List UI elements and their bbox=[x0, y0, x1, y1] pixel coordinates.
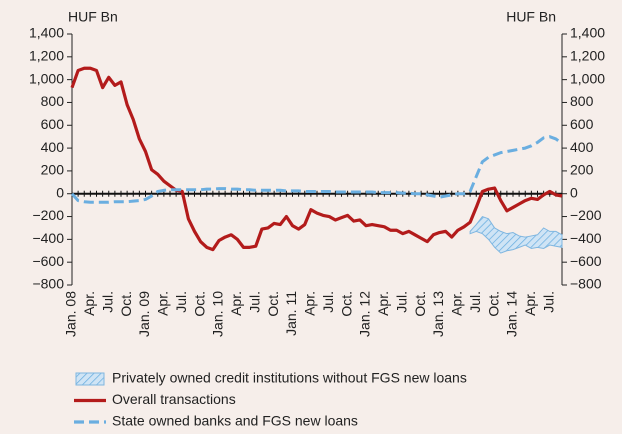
series-line bbox=[70, 66, 563, 252]
x-tick-label: Jan. 12 bbox=[357, 291, 373, 337]
y-tick-label: −800 bbox=[32, 276, 64, 292]
y2-tick-label: 1,200 bbox=[570, 48, 605, 64]
y2-tick-label: 0 bbox=[570, 184, 578, 200]
x-tick-label: Jul. bbox=[173, 291, 189, 313]
x-tick-label: Jul. bbox=[246, 291, 262, 313]
x-tick-label: Apr. bbox=[522, 291, 538, 316]
x-tick-label: Oct. bbox=[118, 291, 134, 317]
legend-label: Overall transactions bbox=[112, 391, 236, 407]
y2-tick-label: 800 bbox=[570, 93, 594, 109]
legend-swatch bbox=[75, 372, 105, 386]
y2-tick-label: −200 bbox=[570, 207, 602, 223]
y-tick-label: −400 bbox=[32, 230, 64, 246]
x-tick-label: Jul. bbox=[320, 291, 336, 313]
y-unit-label: HUF Bn bbox=[68, 9, 118, 25]
y2-tick-label: −800 bbox=[570, 276, 602, 292]
y-tick-label: 0 bbox=[56, 184, 64, 200]
x-tick-label: Oct. bbox=[485, 291, 501, 317]
x-tick-label: Jul. bbox=[393, 291, 409, 313]
x-tick-label: Jan. 08 bbox=[63, 291, 79, 337]
y2-tick-label: 400 bbox=[570, 139, 594, 155]
x-tick-label: Oct. bbox=[338, 291, 354, 317]
x-tick-label: Apr. bbox=[81, 291, 97, 316]
x-tick-label: Jan. 10 bbox=[210, 291, 226, 337]
y-tick-label: 200 bbox=[41, 162, 65, 178]
y-tick-label: 1,400 bbox=[29, 25, 64, 41]
band-area bbox=[469, 215, 563, 254]
x-tick-label: Jan. 14 bbox=[504, 291, 520, 337]
legend-label: Privately owned credit institutions with… bbox=[112, 370, 467, 386]
y2-tick-label: 1,400 bbox=[570, 25, 605, 41]
x-tick-label: Oct. bbox=[412, 291, 428, 317]
x-tick-label: Apr. bbox=[302, 291, 318, 316]
x-tick-label: Apr. bbox=[449, 291, 465, 316]
x-tick-label: Apr. bbox=[375, 291, 391, 316]
y2-tick-label: 600 bbox=[570, 116, 594, 132]
x-tick-label: Jan. 13 bbox=[430, 291, 446, 337]
y-tick-label: 600 bbox=[41, 116, 65, 132]
y2-tick-label: 200 bbox=[570, 162, 594, 178]
y2-tick-label: 1,000 bbox=[570, 70, 605, 86]
x-tick-label: Jul. bbox=[540, 291, 556, 313]
y-tick-label: 1,000 bbox=[29, 70, 64, 86]
x-tick-label: Apr. bbox=[155, 291, 171, 316]
x-tick-label: Jul. bbox=[99, 291, 115, 313]
x-tick-label: Jan. 09 bbox=[136, 291, 152, 337]
x-tick-label: Jul. bbox=[467, 291, 483, 313]
y-tick-label: 400 bbox=[41, 139, 65, 155]
y-tick-label: 1,200 bbox=[29, 48, 64, 64]
y-tick-label: −600 bbox=[32, 253, 64, 269]
y-tick-label: −200 bbox=[32, 207, 64, 223]
y2-tick-label: −400 bbox=[570, 230, 602, 246]
x-tick-label: Apr. bbox=[228, 291, 244, 316]
y2-unit-label: HUF Bn bbox=[506, 9, 556, 25]
x-tick-label: Oct. bbox=[265, 291, 281, 317]
legend-label: State owned banks and FGS new loans bbox=[112, 413, 358, 429]
x-tick-label: Oct. bbox=[191, 291, 207, 317]
y-tick-label: 800 bbox=[41, 93, 65, 109]
x-tick-label: Jan. 11 bbox=[283, 291, 299, 336]
y2-tick-label: −600 bbox=[570, 253, 602, 269]
